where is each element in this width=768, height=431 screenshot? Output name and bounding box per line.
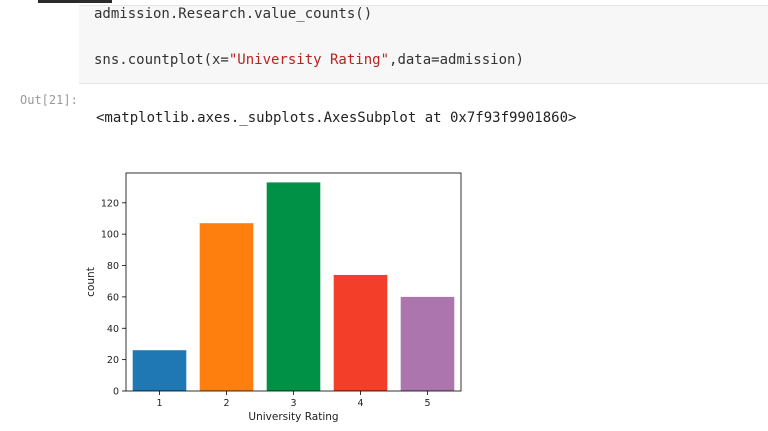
bar-4 bbox=[333, 274, 388, 391]
y-axis-label: count bbox=[85, 267, 97, 297]
y-tick-label: 120 bbox=[101, 198, 119, 209]
top-tab-indicator bbox=[38, 0, 112, 3]
output-prompt: Out[21]: bbox=[20, 93, 78, 107]
code-line-2-prefix: sns.countplot(x= bbox=[94, 52, 229, 68]
bar-5 bbox=[400, 296, 455, 391]
x-tick-label: 3 bbox=[290, 398, 296, 409]
y-tick-label: 20 bbox=[107, 355, 119, 366]
x-tick-label: 4 bbox=[357, 398, 363, 409]
y-tick-label: 40 bbox=[107, 324, 119, 335]
x-tick-label: 1 bbox=[156, 398, 162, 409]
code-line-1: admission.Research.value_counts() bbox=[94, 6, 373, 22]
code-input-cell[interactable]: admission.Research.value_counts() sns.co… bbox=[79, 5, 768, 84]
code-line-2-string: "University Rating" bbox=[228, 52, 390, 68]
y-tick-label: 100 bbox=[101, 230, 119, 241]
y-tick-label: 0 bbox=[113, 387, 119, 398]
code-line-2-suffix: ,data=admission) bbox=[389, 52, 524, 68]
y-tick-label: 60 bbox=[107, 292, 119, 303]
code-line-2: sns.countplot(x="University Rating",data… bbox=[94, 52, 524, 68]
x-axis-label: University Rating bbox=[248, 411, 338, 423]
x-tick-label: 2 bbox=[223, 398, 229, 409]
x-tick-label: 5 bbox=[424, 398, 430, 409]
bar-3 bbox=[266, 182, 321, 391]
y-tick-label: 80 bbox=[107, 261, 119, 272]
bar-2 bbox=[199, 223, 254, 391]
bar-1 bbox=[132, 350, 187, 391]
output-text: <matplotlib.axes._subplots.AxesSubplot a… bbox=[96, 110, 577, 126]
